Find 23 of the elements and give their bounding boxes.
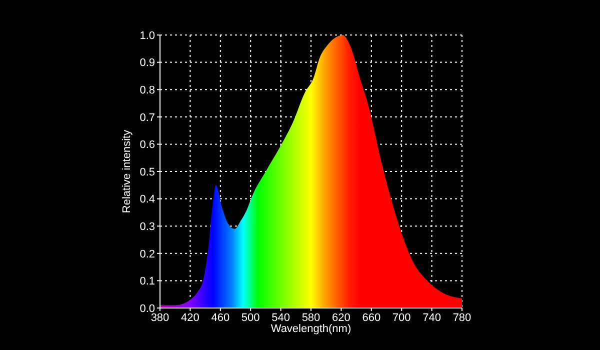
y-tick-label: 1.0 [140, 30, 155, 42]
y-tick-label: 0.9 [140, 57, 155, 70]
y-tick-label: 0.4 [140, 194, 155, 206]
x-tick-label: 460 [211, 312, 230, 324]
y-tick-label: 0.6 [140, 139, 155, 152]
x-tick-label: 780 [452, 312, 472, 324]
y-tick-label: 0.1 [140, 276, 155, 288]
x-tick-label: 660 [362, 312, 381, 324]
x-tick-label: 540 [272, 312, 290, 324]
x-tick-label: 740 [422, 312, 441, 324]
x-tick-label: 380 [150, 312, 170, 324]
y-tick-label: 0.8 [140, 84, 155, 97]
x-tick-label: 500 [241, 312, 260, 324]
y-axis-title: Relative intensity [120, 129, 133, 214]
x-axis-title: Wavelength(nm) [270, 323, 352, 335]
x-tick-label: 580 [302, 312, 320, 324]
y-tick-label: 0.2 [140, 248, 155, 260]
y-tick-label: 0.5 [140, 166, 155, 178]
y-tick-label: 0.7 [140, 112, 155, 124]
x-tick-label: 620 [332, 312, 350, 324]
y-tick-label: 0.3 [140, 221, 155, 234]
x-tick-label: 420 [181, 312, 200, 324]
x-tick-label: 700 [392, 312, 411, 324]
